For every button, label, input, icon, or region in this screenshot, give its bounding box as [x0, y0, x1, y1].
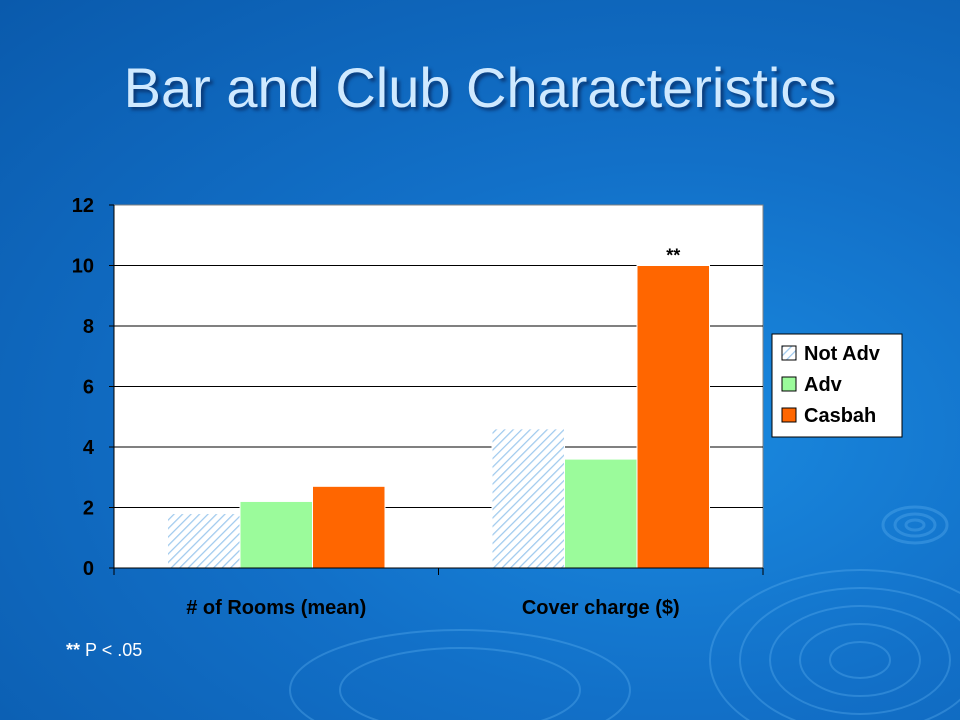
y-tick-label: 8	[83, 316, 94, 338]
bar-not-adv	[167, 513, 241, 569]
legend-label: Casbah	[804, 405, 876, 427]
slide-title: Bar and Club Characteristics	[123, 56, 837, 119]
legend-swatch	[781, 376, 797, 392]
bar-casbah	[312, 485, 386, 569]
bar-casbah	[636, 265, 710, 569]
footnote-text: P < .05	[80, 640, 143, 660]
legend-swatch	[781, 345, 797, 361]
y-tick-label: 2	[83, 498, 94, 520]
footnote-marker: **	[66, 640, 81, 660]
legend-label: Adv	[804, 374, 843, 396]
x-tick-label: Cover charge ($)	[522, 597, 680, 619]
bar-adv	[239, 500, 313, 569]
y-tick-label: 6	[83, 377, 94, 399]
legend-swatch	[781, 407, 797, 423]
footnote: ** P < .05	[66, 640, 142, 661]
bar-adv	[564, 458, 638, 569]
x-tick-label: # of Rooms (mean)	[186, 597, 366, 619]
y-tick-label: 10	[72, 256, 94, 278]
bar-not-adv	[491, 428, 565, 569]
legend-label: Not Adv	[804, 343, 881, 365]
y-tick-label: 4	[83, 437, 95, 459]
y-tick-label: 12	[72, 195, 94, 217]
significance-annotation: **	[666, 246, 680, 266]
y-tick-label: 0	[83, 558, 94, 580]
